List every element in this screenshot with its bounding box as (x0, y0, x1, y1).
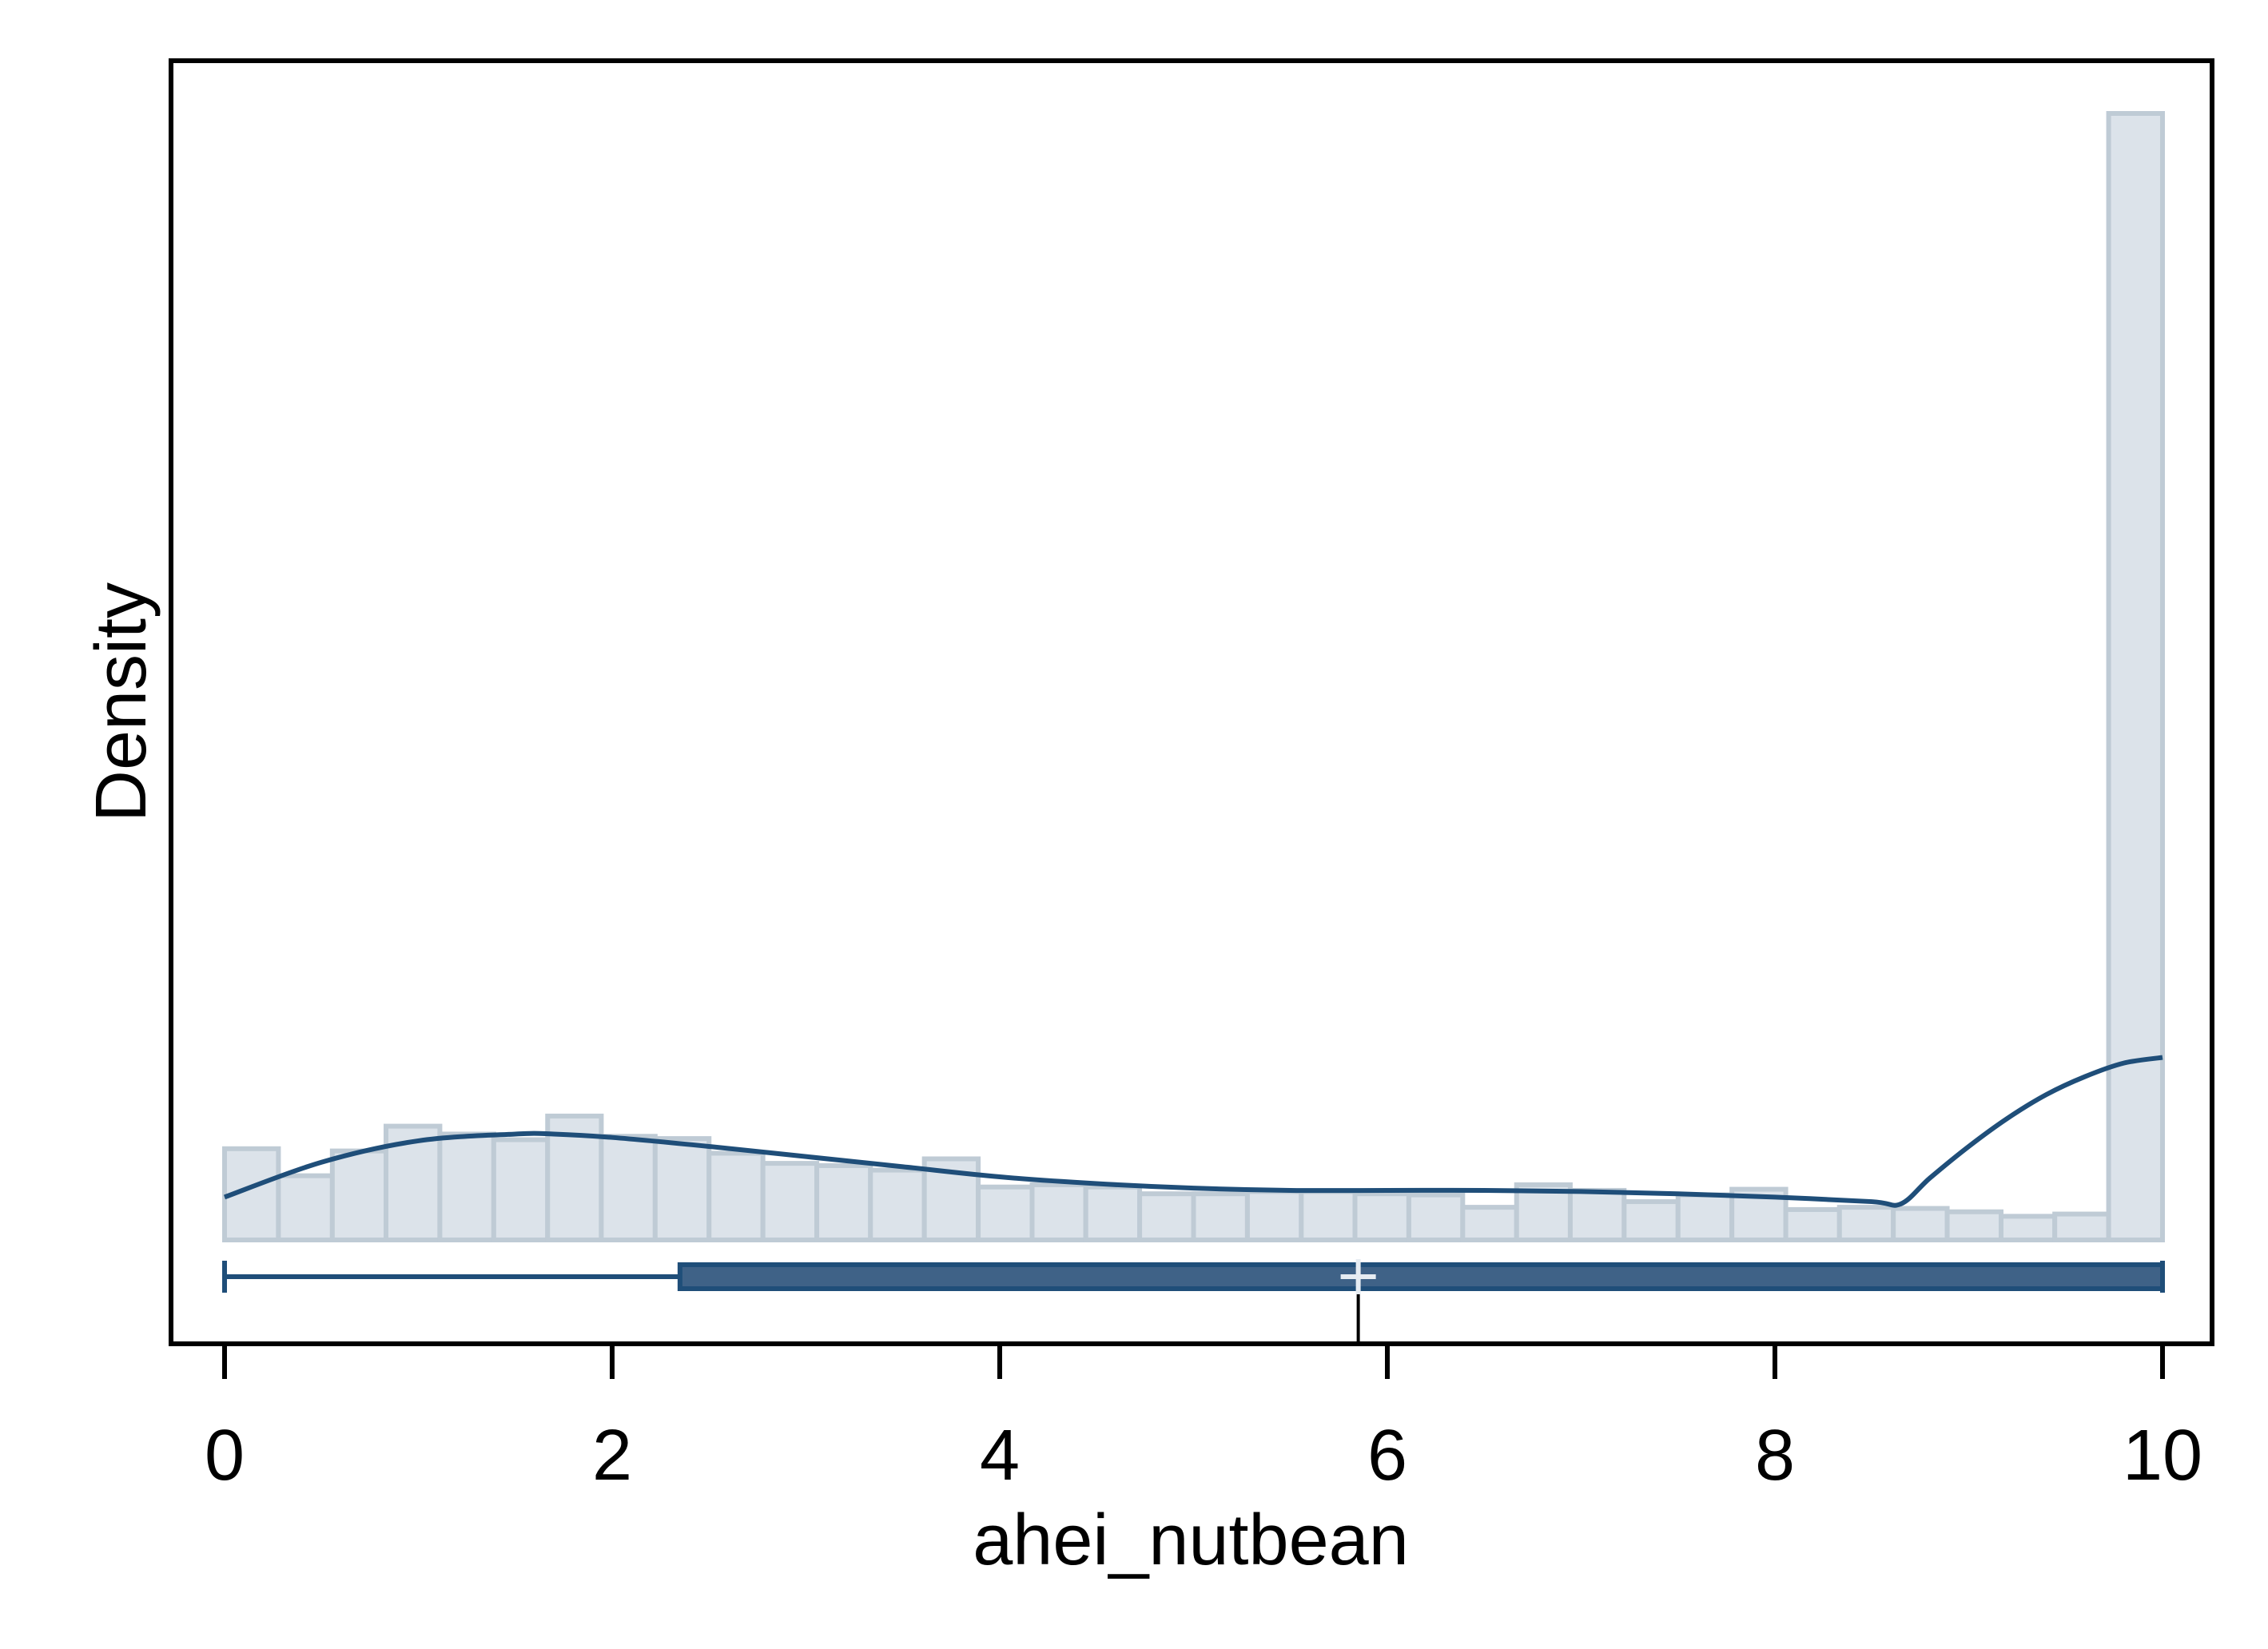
histogram-bar (814, 1162, 873, 1242)
histogram-bars (222, 111, 2165, 1243)
histogram-bar (976, 1184, 1035, 1242)
histogram-bar (1406, 1192, 1466, 1242)
histogram-bar (1083, 1184, 1143, 1242)
x-tick-label: 2 (592, 1416, 632, 1496)
kde-curve (223, 1055, 2163, 1208)
histogram-bar (1460, 1205, 1519, 1242)
histogram-bar (1137, 1191, 1196, 1242)
x-tick-label: 6 (1367, 1416, 1407, 1496)
histogram-bar (760, 1161, 820, 1242)
box-iqr (677, 1262, 2165, 1291)
histogram-bar (706, 1150, 766, 1243)
histogram-bar (1675, 1192, 1735, 1242)
histogram-bar (1891, 1206, 1950, 1243)
histogram-bar (1299, 1189, 1358, 1242)
x-tick-label: 8 (1755, 1416, 1795, 1496)
histogram-bar (1191, 1191, 1250, 1242)
x-axis: 0 2 4 6 8 10 (171, 1341, 2212, 1496)
box-plot (222, 1259, 2165, 1344)
histogram-bar (329, 1148, 389, 1242)
histogram-bar (1836, 1205, 1896, 1242)
histogram-bar (1029, 1182, 1088, 1243)
histogram-bar (1567, 1187, 1627, 1242)
histogram-bar (599, 1134, 658, 1243)
histogram-bar (276, 1173, 335, 1243)
y-axis-title: Density (82, 582, 161, 822)
histogram-bar (1244, 1189, 1304, 1242)
histogram-bar (2106, 111, 2165, 1242)
x-tick-label: 4 (980, 1416, 1020, 1496)
x-axis-title: ahei_nutbean (973, 1500, 1409, 1580)
x-tick-label: 10 (2123, 1416, 2202, 1496)
histogram-bar (1998, 1214, 2058, 1243)
x-tick-label: 0 (205, 1416, 245, 1496)
histogram-bar (652, 1136, 712, 1242)
histogram-bar (1621, 1199, 1681, 1243)
histogram-bar (437, 1131, 496, 1242)
histogram-bar (1783, 1206, 1842, 1243)
histogram-bar (491, 1137, 551, 1243)
histogram-bar (2052, 1211, 2111, 1242)
histogram-bar (1352, 1191, 1411, 1242)
histogram-bar (1944, 1209, 2003, 1242)
histogram-bar (868, 1167, 927, 1242)
